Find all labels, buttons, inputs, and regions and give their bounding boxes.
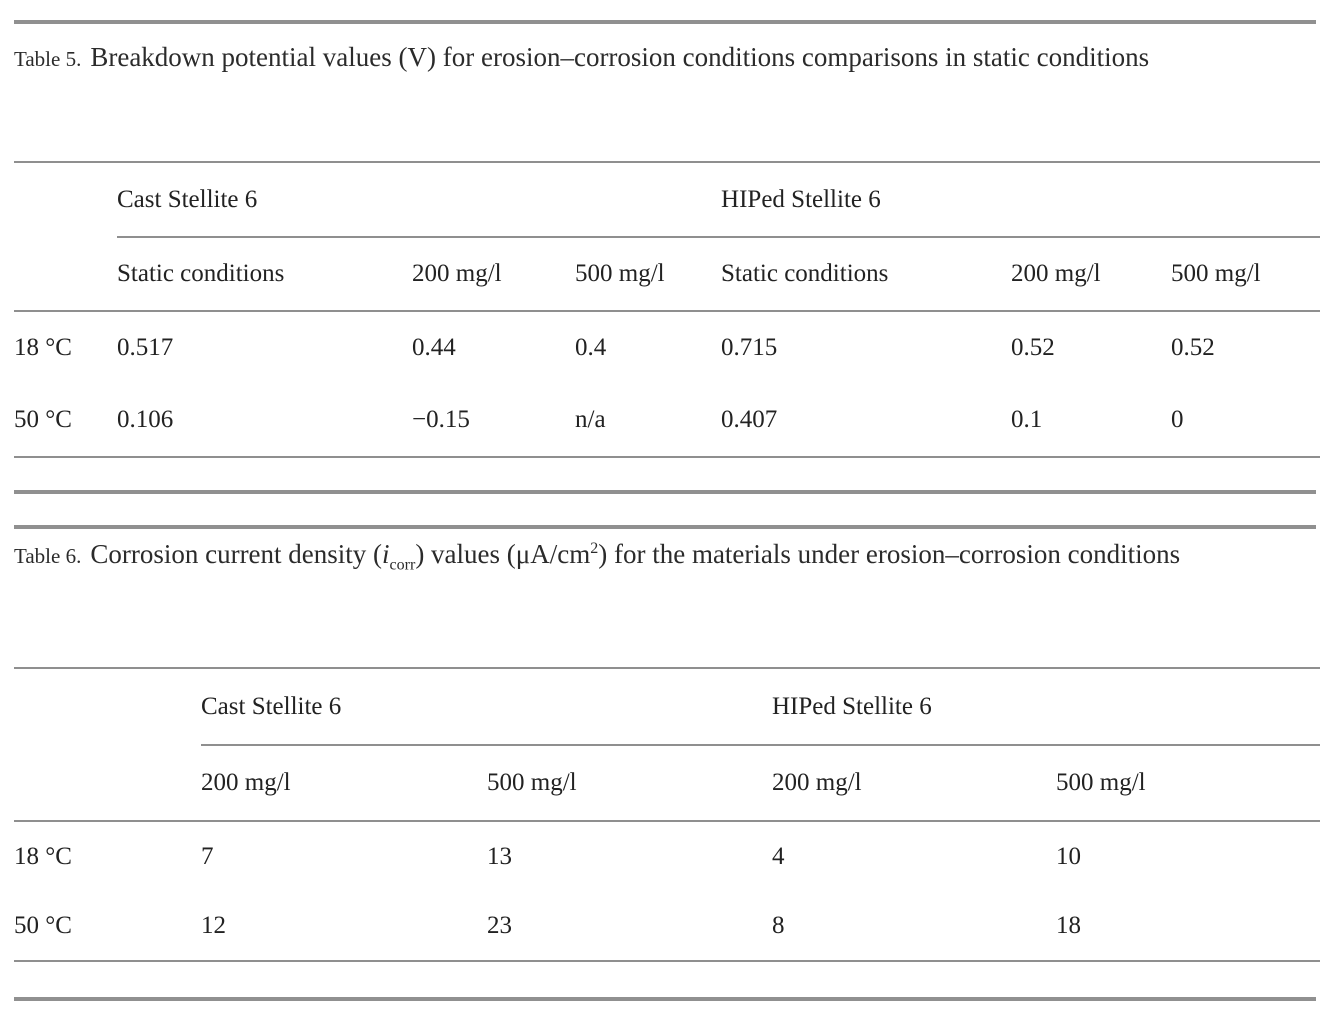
table5-cell: 0.106 bbox=[117, 405, 174, 433]
table5-cell: 0.517 bbox=[117, 333, 174, 361]
table6-group-cast: Cast Stellite 6 bbox=[201, 668, 772, 746]
table5-cell: 0.52 bbox=[1011, 333, 1055, 361]
table6-cell: 4 bbox=[772, 842, 785, 870]
table5-header-empty bbox=[14, 237, 117, 312]
table5-cell: 0.715 bbox=[721, 333, 778, 361]
table6-cell: 18 bbox=[1056, 911, 1081, 939]
table6-header-200-hiped: 200 mg/l bbox=[772, 745, 1056, 822]
table5-row-18c: 18 °C 0.517 0.44 0.4 0.715 0.52 0.52 bbox=[14, 311, 1320, 383]
table5-cell: 0.1 bbox=[1011, 405, 1043, 433]
separator-bar-bottom bbox=[14, 997, 1316, 1001]
table5-cell: 0.407 bbox=[721, 405, 778, 433]
caption-suffix: ) for the materials under erosion–corros… bbox=[598, 539, 1181, 569]
table6-cell: 12 bbox=[201, 911, 226, 939]
table5: Cast Stellite 6 HIPed Stellite 6 Static … bbox=[14, 161, 1321, 458]
table5-row-label-50c: 50 °C bbox=[14, 405, 72, 433]
table5-row-50c: 50 °C 0.106 −0.15 n/a 0.407 0.1 0 bbox=[14, 383, 1320, 457]
table5-header-static-hiped: Static conditions bbox=[721, 237, 1012, 312]
table5-group-cast: Cast Stellite 6 bbox=[117, 162, 722, 238]
table5-cell: −0.15 bbox=[412, 405, 470, 433]
table6-cell: 10 bbox=[1056, 842, 1081, 870]
table5-header-static-cast: Static conditions bbox=[117, 237, 412, 312]
table5-cell: 0 bbox=[1171, 405, 1184, 433]
table6-header-200-cast: 200 mg/l bbox=[201, 745, 487, 822]
table6: Cast Stellite 6 HIPed Stellite 6 200 mg/… bbox=[14, 667, 1320, 962]
icorr-subscript: corr bbox=[389, 556, 416, 574]
table5-header-500-hiped: 500 mg/l bbox=[1171, 237, 1321, 312]
table6-group-header-row: Cast Stellite 6 HIPed Stellite 6 bbox=[14, 668, 1320, 746]
table5-header-200-hiped: 200 mg/l bbox=[1011, 237, 1172, 312]
table6-cell: 23 bbox=[487, 911, 512, 939]
table6-caption: Table 6. Corrosion current density (icorr… bbox=[14, 528, 1322, 582]
table6-corner-cell bbox=[14, 668, 201, 745]
table5-corner-cell bbox=[14, 162, 117, 237]
table6-cell: 7 bbox=[201, 842, 214, 870]
table6-row-label-50c: 50 °C bbox=[14, 911, 72, 939]
table6-header-empty bbox=[14, 745, 201, 822]
caption-mid: ) values (μA/cm bbox=[415, 539, 591, 569]
table5-caption-text: Breakdown potential values (V) for erosi… bbox=[90, 42, 1150, 72]
table5-cell: 0.44 bbox=[412, 333, 456, 361]
table5-header-200-cast: 200 mg/l bbox=[412, 237, 575, 312]
table6-caption-text: Corrosion current density (icorr) values… bbox=[90, 539, 1181, 573]
table5-cell: 0.52 bbox=[1171, 333, 1215, 361]
cm2-superscript: 2 bbox=[590, 540, 599, 557]
separator-bar-table5-end bbox=[14, 490, 1316, 494]
table5-group-hiped: HIPed Stellite 6 bbox=[721, 162, 1321, 238]
table6-header-500-hiped: 500 mg/l bbox=[1056, 745, 1320, 822]
caption-prefix: Corrosion current density ( bbox=[90, 539, 383, 569]
table6-group-hiped: HIPed Stellite 6 bbox=[772, 668, 1320, 746]
table5-column-header-row: Static conditions 200 mg/l 500 mg/l Stat… bbox=[14, 237, 1321, 312]
table6-row-label-18c: 18 °C bbox=[14, 842, 72, 870]
separator-bar-top bbox=[14, 20, 1316, 24]
table5-label: Table 5. bbox=[14, 47, 82, 71]
table5-row-label-18c: 18 °C bbox=[14, 333, 72, 361]
table6-row-18c: 18 °C 7 13 4 10 bbox=[14, 821, 1320, 891]
table6-label: Table 6. bbox=[14, 544, 82, 568]
icorr-symbol: i bbox=[382, 539, 390, 569]
table6-row-50c: 50 °C 12 23 8 18 bbox=[14, 891, 1320, 961]
table5-header-500-cast: 500 mg/l bbox=[575, 237, 722, 312]
table6-header-500-cast: 500 mg/l bbox=[487, 745, 772, 822]
table5-cell: n/a bbox=[575, 405, 606, 433]
table6-cell: 13 bbox=[487, 842, 512, 870]
table5-group-header-row: Cast Stellite 6 HIPed Stellite 6 bbox=[14, 162, 1321, 238]
separator-bar-table6-start bbox=[14, 525, 1316, 529]
table5-caption: Table 5. Breakdown potential values (V) f… bbox=[14, 31, 1322, 85]
table5-cell: 0.4 bbox=[575, 333, 607, 361]
table6-column-header-row: 200 mg/l 500 mg/l 200 mg/l 500 mg/l bbox=[14, 745, 1320, 822]
table6-cell: 8 bbox=[772, 911, 785, 939]
